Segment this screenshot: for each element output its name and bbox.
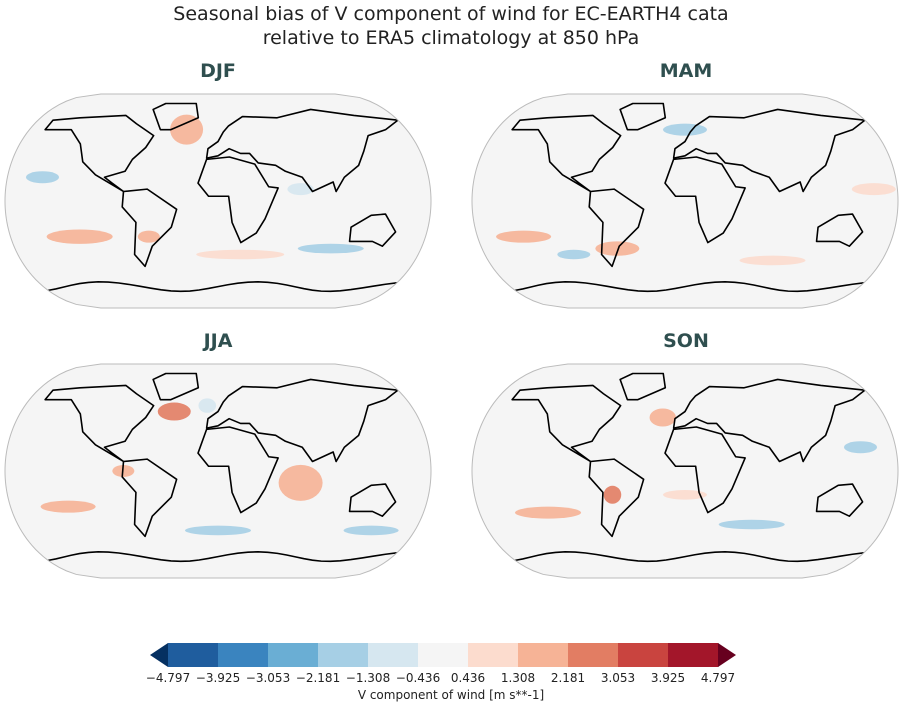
coastline-north-america: [511, 384, 622, 463]
coastline-eurasia: [672, 108, 866, 193]
coastline-south-america: [121, 188, 178, 268]
bias-contour: [278, 464, 323, 501]
bias-contour: [198, 398, 217, 413]
bias-contour: [25, 171, 59, 184]
colorbar-segment: [518, 643, 569, 667]
colorbar-segment: [568, 643, 619, 667]
panel-title-jja: JJA: [203, 330, 233, 352]
coastline-antarctica: [515, 551, 865, 563]
colorbar-segment: [268, 643, 319, 667]
coastline-greenland: [619, 102, 667, 131]
coastline-australia: [348, 483, 397, 517]
colorbar-tick-label: −2.181: [295, 671, 341, 685]
title-line-1: Seasonal bias of V component of wind for…: [173, 3, 729, 25]
coastline-north-america: [44, 384, 155, 463]
colorbar-segment: [468, 643, 519, 667]
coastline-africa: [664, 426, 746, 514]
colorbar-extend-low: [150, 643, 168, 667]
colorbar-tick-label: 3.053: [600, 671, 636, 685]
bias-contour: [297, 243, 364, 254]
colorbar-tick-label: 1.308: [500, 671, 536, 685]
colorbar-tick-label: −4.797: [145, 671, 191, 685]
bias-contour: [46, 229, 113, 244]
map-djf: [4, 93, 432, 309]
map-jja: [4, 363, 432, 579]
panel-title-son: SON: [663, 330, 709, 352]
bias-contour: [844, 441, 878, 454]
coastline-north-america: [44, 114, 155, 193]
bias-contour: [196, 249, 285, 260]
bias-contour: [343, 525, 399, 536]
bias-contour: [595, 241, 640, 256]
figure-title: Seasonal bias of V component of wind for…: [0, 2, 902, 50]
colorbar-segment: [168, 643, 219, 667]
bias-contour: [739, 255, 806, 266]
coastline-africa: [197, 426, 279, 514]
map-frame: [471, 93, 899, 309]
coastline-greenland: [152, 102, 200, 131]
bias-contour: [718, 519, 785, 530]
map-background: [5, 94, 431, 308]
coastline-south-america: [588, 188, 645, 268]
colorbar-segment: [218, 643, 269, 667]
coastline-australia: [815, 483, 864, 517]
bias-contour: [663, 489, 707, 500]
coastline-australia: [348, 213, 397, 247]
bias-contour: [663, 123, 707, 136]
coastline-africa: [197, 156, 279, 244]
bias-contour: [185, 525, 251, 536]
coastline-australia: [815, 213, 864, 247]
map-background: [5, 364, 431, 578]
coastline-south-america: [588, 458, 645, 538]
bias-contour: [603, 485, 622, 504]
colorbar-tick-label: 3.925: [650, 671, 686, 685]
colorbar-segment: [318, 643, 369, 667]
bias-contour: [40, 500, 96, 513]
map-frame: [4, 363, 432, 579]
colorbar-tick-label: 0.436: [450, 671, 486, 685]
colorbar-extend-high: [718, 643, 736, 667]
coastline-antarctica: [515, 281, 865, 293]
bias-contour: [170, 114, 204, 145]
bias-contour: [649, 408, 676, 427]
coastline-north-america: [511, 114, 622, 193]
panel-title-mam: MAM: [659, 60, 713, 82]
colorbar-tick-label: −3.053: [245, 671, 291, 685]
map-background: [472, 364, 898, 578]
bias-contour: [851, 183, 896, 196]
colorbar-segment: [618, 643, 669, 667]
coastline-africa: [664, 156, 746, 244]
panel-title-djf: DJF: [200, 60, 236, 82]
colorbar: [150, 643, 736, 667]
coastline-eurasia: [672, 378, 866, 463]
coastline-greenland: [152, 372, 200, 401]
map-frame: [4, 93, 432, 309]
bias-contour: [287, 183, 314, 196]
map-mam: [471, 93, 899, 309]
colorbar-segment: [668, 643, 719, 667]
colorbar-tick-label: 4.797: [700, 671, 736, 685]
bias-contour: [157, 402, 191, 421]
colorbar-segment: [418, 643, 469, 667]
bias-contour: [496, 230, 552, 243]
coastline-eurasia: [205, 378, 399, 463]
colorbar-tick-label: −0.436: [395, 671, 441, 685]
map-son: [471, 363, 899, 579]
map-frame: [471, 363, 899, 579]
coastline-greenland: [619, 372, 667, 401]
colorbar-tick-label: −3.925: [195, 671, 241, 685]
bias-contour: [137, 230, 160, 243]
coastline-antarctica: [48, 551, 398, 563]
colorbar-label: V component of wind [m s**-1]: [357, 688, 545, 702]
colorbar-tick-label: −1.308: [345, 671, 391, 685]
coastline-south-america: [121, 458, 178, 538]
bias-contour: [515, 506, 582, 519]
bias-contour: [557, 249, 591, 260]
colorbar-tick-label: 2.181: [550, 671, 586, 685]
coastline-antarctica: [48, 281, 398, 293]
coastline-eurasia: [205, 108, 399, 193]
colorbar-segment: [368, 643, 419, 667]
title-line-2: relative to ERA5 climatology at 850 hPa: [262, 27, 640, 49]
